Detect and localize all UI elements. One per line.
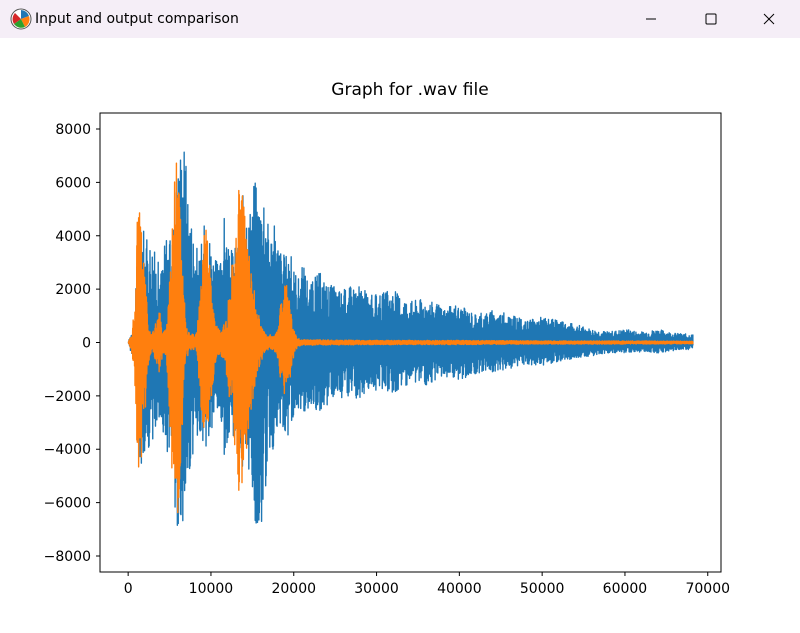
y-tick-label: 0 (82, 336, 91, 352)
x-tick-label: 10000 (189, 581, 234, 597)
y-tick-label: −4000 (44, 442, 91, 458)
close-button[interactable] (746, 0, 792, 38)
minimize-button[interactable] (628, 0, 674, 38)
title-bar: Input and output comparison (0, 0, 800, 38)
x-tick-label: 70000 (685, 581, 730, 597)
x-tick-label: 0 (124, 581, 133, 597)
window-title: Input and output comparison (35, 11, 239, 27)
figure-canvas: Graph for .wav file 0 10000 20000 30000 4000… (0, 38, 800, 633)
close-icon (763, 13, 775, 25)
series-2-line (127, 162, 694, 514)
y-tick-label: 4000 (55, 229, 91, 245)
y-tick-label: 8000 (55, 122, 91, 138)
chart-title: Graph for .wav file (331, 80, 489, 100)
x-tick-label: 40000 (437, 581, 482, 597)
y-tick-label: −2000 (44, 389, 91, 405)
maximize-icon (705, 13, 717, 25)
x-tick-label: 50000 (520, 581, 565, 597)
y-tick-label: 6000 (55, 175, 91, 191)
y-tick-label: 2000 (55, 282, 91, 298)
y-tick-label: −6000 (44, 496, 91, 512)
y-tick-label: −8000 (44, 549, 91, 565)
x-tick-label: 20000 (271, 581, 316, 597)
waveform-chart: 0 10000 20000 30000 40000 50000 60000 70000−800… (44, 112, 730, 597)
x-tick-label: 30000 (354, 581, 399, 597)
x-tick-label: 60000 (603, 581, 648, 597)
matplotlib-icon (10, 8, 32, 30)
maximize-button[interactable] (688, 0, 734, 38)
minimize-icon (646, 18, 656, 20)
